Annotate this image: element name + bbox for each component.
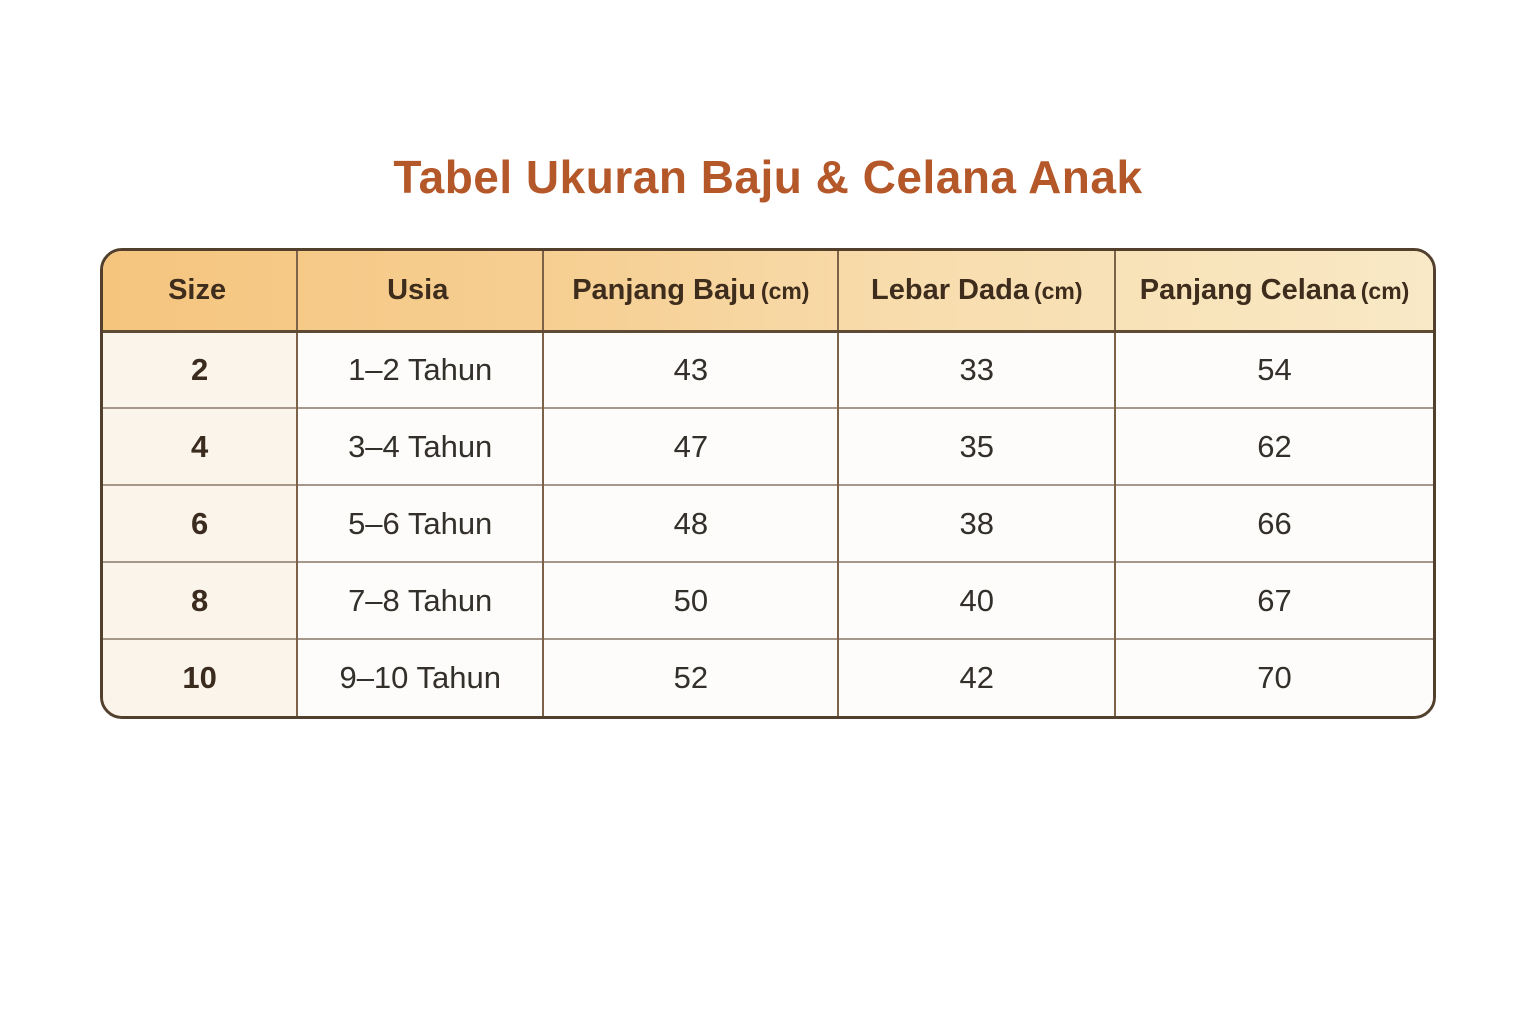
cell-panjang-celana: 66	[1114, 484, 1433, 562]
size-table: Size Usia Panjang Baju (cm) Lebar Dada (cm…	[100, 248, 1436, 719]
table-row: 2 1–2 Tahun 43 33 54	[103, 331, 1433, 408]
header-cell-size: Size	[103, 251, 298, 333]
cell-usia: 3–4 Tahun	[296, 407, 544, 485]
header-label-usia: Usia	[387, 273, 449, 306]
cell-size: 4	[103, 407, 298, 485]
cell-usia: 5–6 Tahun	[296, 484, 544, 562]
cell-lebar-dada: 35	[837, 407, 1116, 485]
cell-size: 6	[103, 484, 298, 562]
size-table-grid: Size Usia Panjang Baju (cm) Lebar Dada (cm…	[103, 251, 1433, 716]
cell-panjang-celana: 67	[1114, 561, 1433, 639]
cell-lebar-dada: 38	[837, 484, 1116, 562]
cell-panjang-baju: 48	[542, 484, 839, 562]
table-row: 10 9–10 Tahun 52 42 70	[103, 638, 1433, 716]
cell-panjang-celana: 62	[1114, 407, 1433, 485]
cell-panjang-celana: 70	[1114, 638, 1433, 716]
table-header: Size Usia Panjang Baju (cm) Lebar Dada (cm…	[103, 251, 1433, 333]
table-row: 6 5–6 Tahun 48 38 66	[103, 484, 1433, 562]
header-label-panjang-celana: Panjang Celana	[1139, 273, 1356, 306]
cell-size: 8	[103, 561, 298, 639]
cell-size: 2	[103, 331, 298, 408]
header-label-lebar-dada: Lebar Dada	[871, 273, 1029, 306]
header-unit-lebar-dada: (cm)	[1033, 277, 1083, 304]
header-label-size: Size	[168, 273, 227, 306]
cell-usia: 1–2 Tahun	[296, 331, 544, 408]
cell-usia: 9–10 Tahun	[296, 638, 544, 716]
table-row: 4 3–4 Tahun 47 35 62	[103, 407, 1433, 485]
cell-panjang-baju: 43	[542, 331, 839, 408]
cell-panjang-celana: 54	[1114, 331, 1433, 408]
cell-lebar-dada: 33	[837, 331, 1116, 408]
header-label-panjang-baju: Panjang Baju	[572, 273, 756, 306]
table-body: 2 1–2 Tahun 43 33 54 4 3–4 Tahun 47 35 6…	[103, 331, 1433, 716]
cell-panjang-baju: 50	[542, 561, 839, 639]
header-cell-panjang-baju: Panjang Baju (cm)	[542, 251, 839, 333]
header-row: Size Usia Panjang Baju (cm) Lebar Dada (cm…	[103, 251, 1433, 333]
header-cell-usia: Usia	[296, 251, 544, 333]
cell-panjang-baju: 52	[542, 638, 839, 716]
page-title: Tabel Ukuran Baju & Celana Anak	[393, 151, 1143, 203]
header-unit-panjang-baju: (cm)	[760, 277, 810, 304]
cell-panjang-baju: 47	[542, 407, 839, 485]
cell-usia: 7–8 Tahun	[296, 561, 544, 639]
table-row: 8 7–8 Tahun 50 40 67	[103, 561, 1433, 639]
header-cell-panjang-celana: Panjang Celana (cm)	[1114, 251, 1433, 333]
cell-lebar-dada: 42	[837, 638, 1116, 716]
cell-lebar-dada: 40	[837, 561, 1116, 639]
header-unit-panjang-celana: (cm)	[1360, 277, 1410, 304]
cell-size: 10	[103, 638, 298, 716]
header-cell-lebar-dada: Lebar Dada (cm)	[837, 251, 1116, 333]
